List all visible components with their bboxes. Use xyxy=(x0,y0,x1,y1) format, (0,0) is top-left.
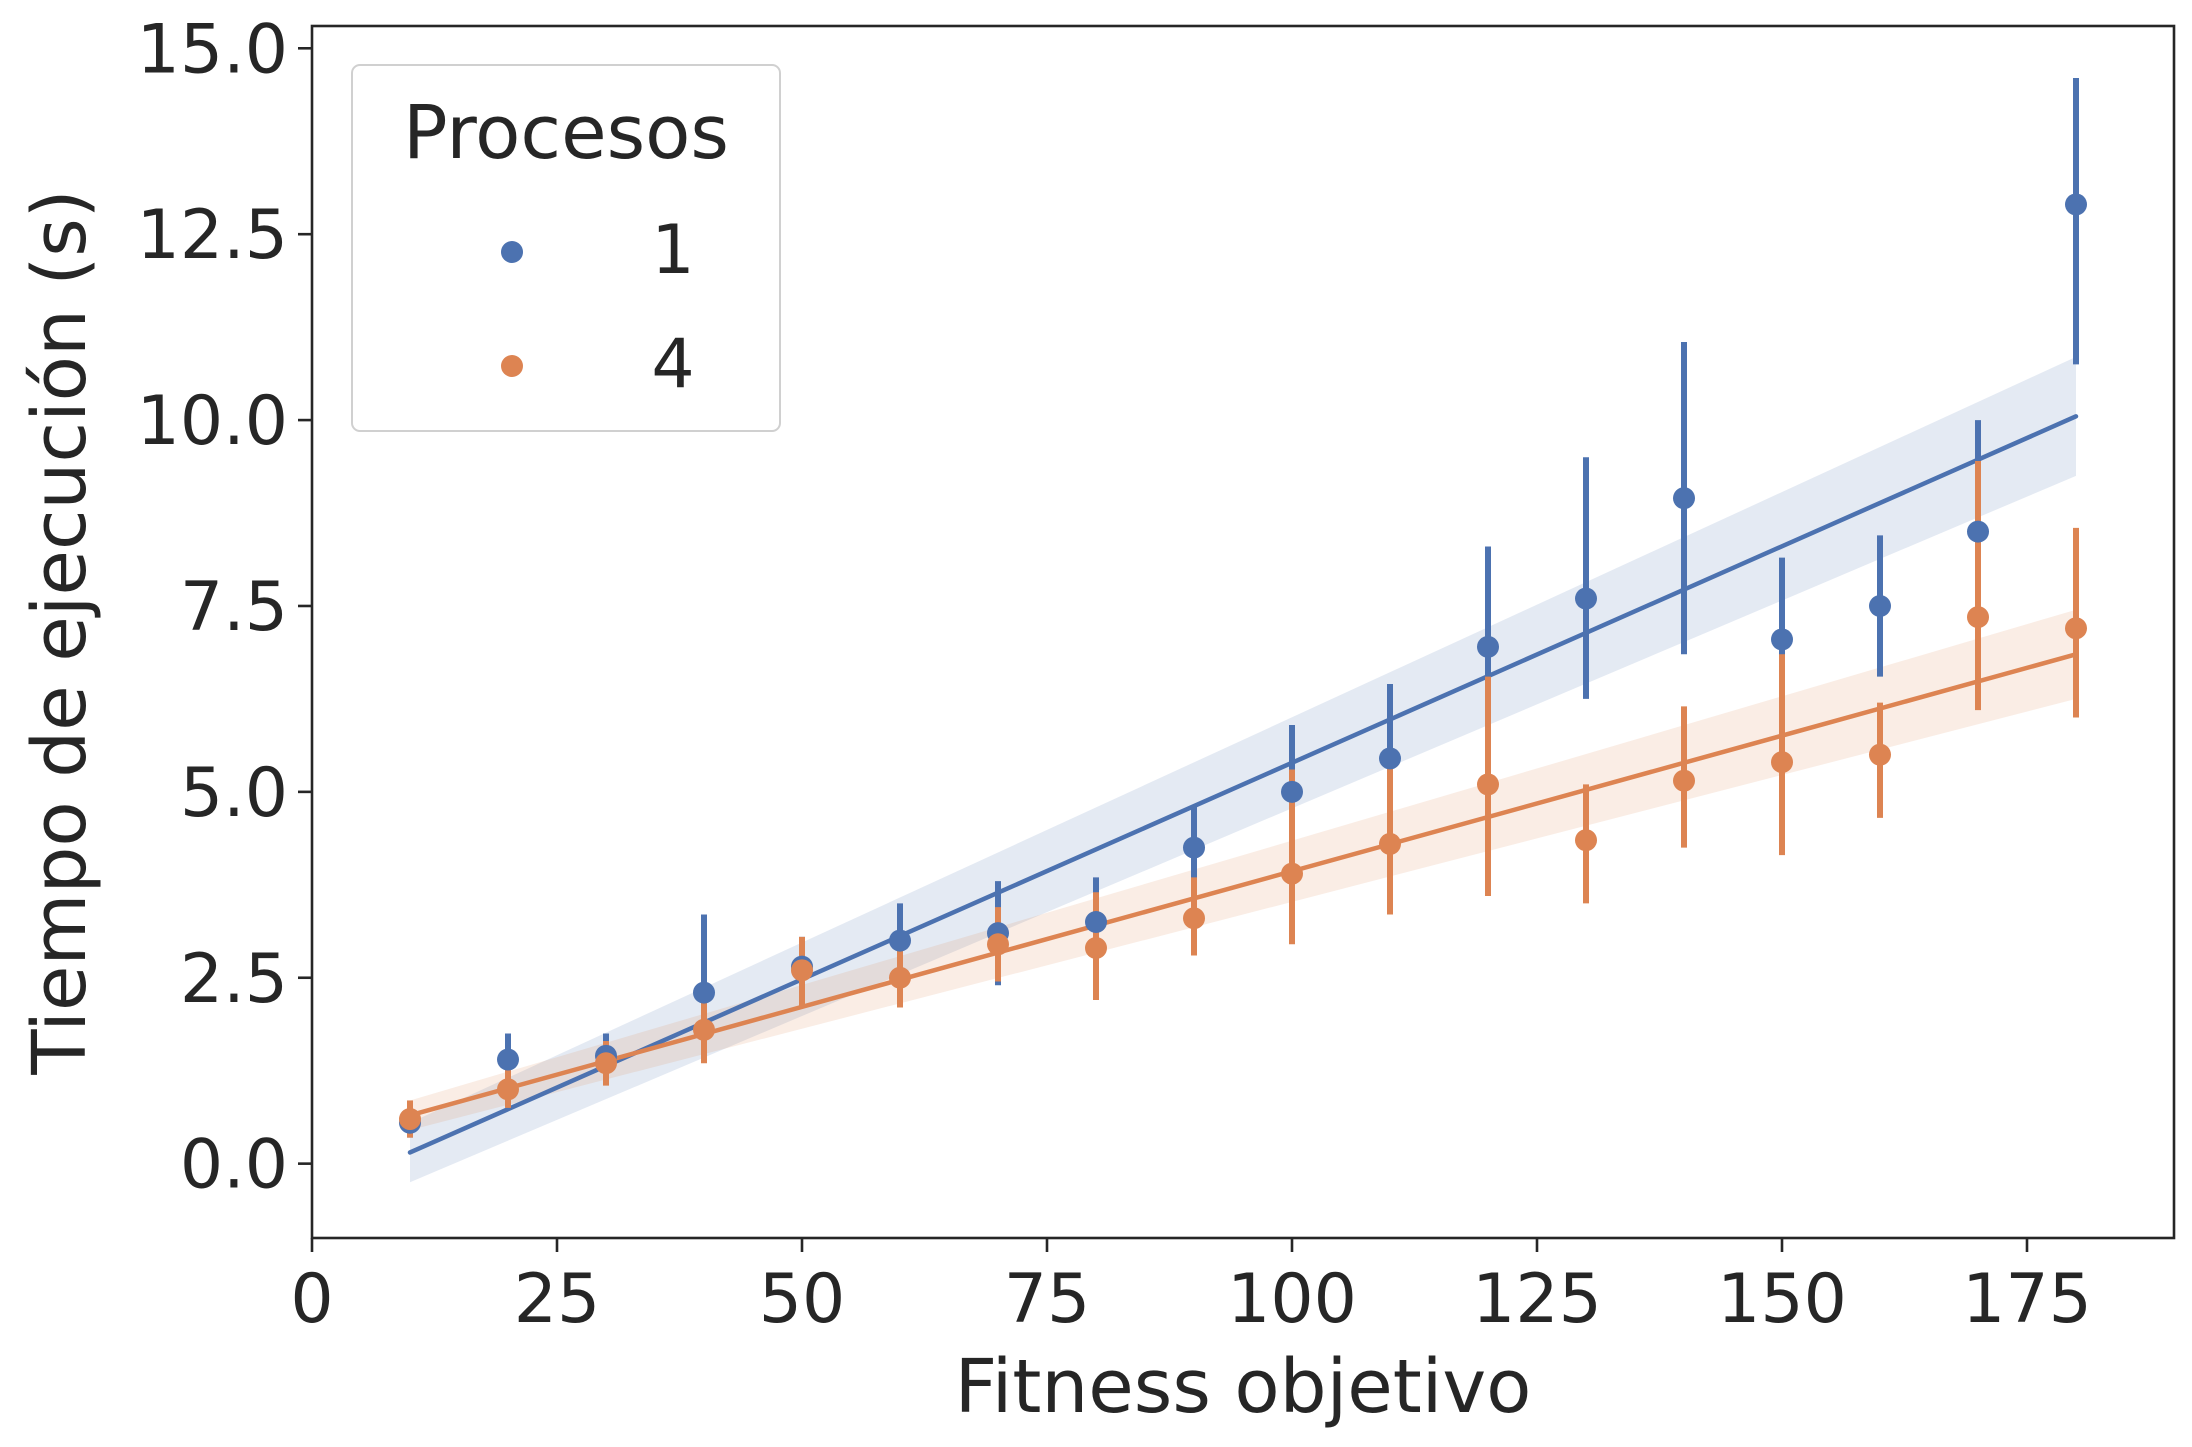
x-tick-label: 100 xyxy=(1227,1260,1357,1339)
data-point xyxy=(595,1052,617,1075)
confidence-band-4 xyxy=(410,609,2076,1131)
data-point xyxy=(1673,487,1695,510)
data-point xyxy=(1477,773,1499,796)
data-point xyxy=(2065,617,2087,640)
data-point xyxy=(1183,907,1205,930)
y-tick-label: 15.0 xyxy=(137,10,288,89)
data-point xyxy=(1575,587,1597,610)
data-point xyxy=(889,929,911,952)
data-point xyxy=(889,966,911,989)
y-tick-label: 7.5 xyxy=(180,568,288,647)
y-tick-label: 2.5 xyxy=(180,940,288,1019)
legend-box xyxy=(351,64,781,432)
regression-lines xyxy=(407,414,2079,1155)
data-point xyxy=(693,981,715,1004)
confidence-bands xyxy=(410,356,2076,1183)
y-tick-label: 5.0 xyxy=(180,754,288,833)
data-point xyxy=(987,933,1009,956)
data-point xyxy=(1771,751,1793,774)
data-point xyxy=(1183,836,1205,859)
legend-marker-4 xyxy=(501,355,523,377)
data-points xyxy=(399,193,2087,1134)
data-point xyxy=(497,1078,519,1101)
x-tick-label: 125 xyxy=(1472,1260,1602,1339)
regression-line-4 xyxy=(407,652,2079,1118)
data-point xyxy=(1379,832,1401,855)
regression-line-1 xyxy=(407,414,2079,1155)
x-axis-label: Fitness objetivo xyxy=(955,1344,1532,1430)
y-axis-label: Tiempo de ejecución (s) xyxy=(17,189,103,1075)
data-point xyxy=(399,1108,421,1131)
data-point xyxy=(1967,606,1989,629)
plot-frame xyxy=(310,24,2176,1240)
legend: Procesos 1 4 xyxy=(351,64,781,432)
data-point xyxy=(1575,829,1597,852)
legend-label-1: 1 xyxy=(651,211,694,290)
data-point xyxy=(693,1018,715,1041)
data-point xyxy=(1771,628,1793,651)
data-point xyxy=(1869,594,1891,617)
x-tick-label: 25 xyxy=(514,1260,601,1339)
data-point xyxy=(1281,780,1303,803)
data-point xyxy=(2065,193,2087,216)
y-tick-label: 10.0 xyxy=(137,382,288,461)
y-tick-label: 0.0 xyxy=(180,1126,288,1205)
y-axis-ticks: 0.0 2.5 5.0 7.5 10.0 12.5 15.0 xyxy=(137,10,312,1205)
data-point xyxy=(1085,937,1107,960)
confidence-band-1 xyxy=(410,356,2076,1183)
data-point xyxy=(1967,520,1989,543)
legend-marker-1 xyxy=(501,241,523,263)
x-axis-ticks: 0 25 50 75 100 125 150 175 xyxy=(290,1238,2092,1339)
data-point xyxy=(1673,769,1695,792)
x-tick-label: 175 xyxy=(1962,1260,2092,1339)
data-point xyxy=(791,959,813,982)
data-point xyxy=(1281,862,1303,885)
y-tick-label: 12.5 xyxy=(137,196,288,275)
legend-title: Procesos xyxy=(403,90,729,176)
data-point xyxy=(1477,635,1499,658)
x-tick-label: 75 xyxy=(1004,1260,1091,1339)
legend-label-4: 4 xyxy=(651,325,694,404)
x-tick-label: 50 xyxy=(759,1260,846,1339)
data-point xyxy=(497,1048,519,1071)
x-tick-label: 0 xyxy=(290,1260,333,1339)
data-point xyxy=(1379,747,1401,770)
data-point xyxy=(1085,910,1107,933)
x-tick-label: 150 xyxy=(1717,1260,1847,1339)
data-point xyxy=(1869,743,1891,766)
